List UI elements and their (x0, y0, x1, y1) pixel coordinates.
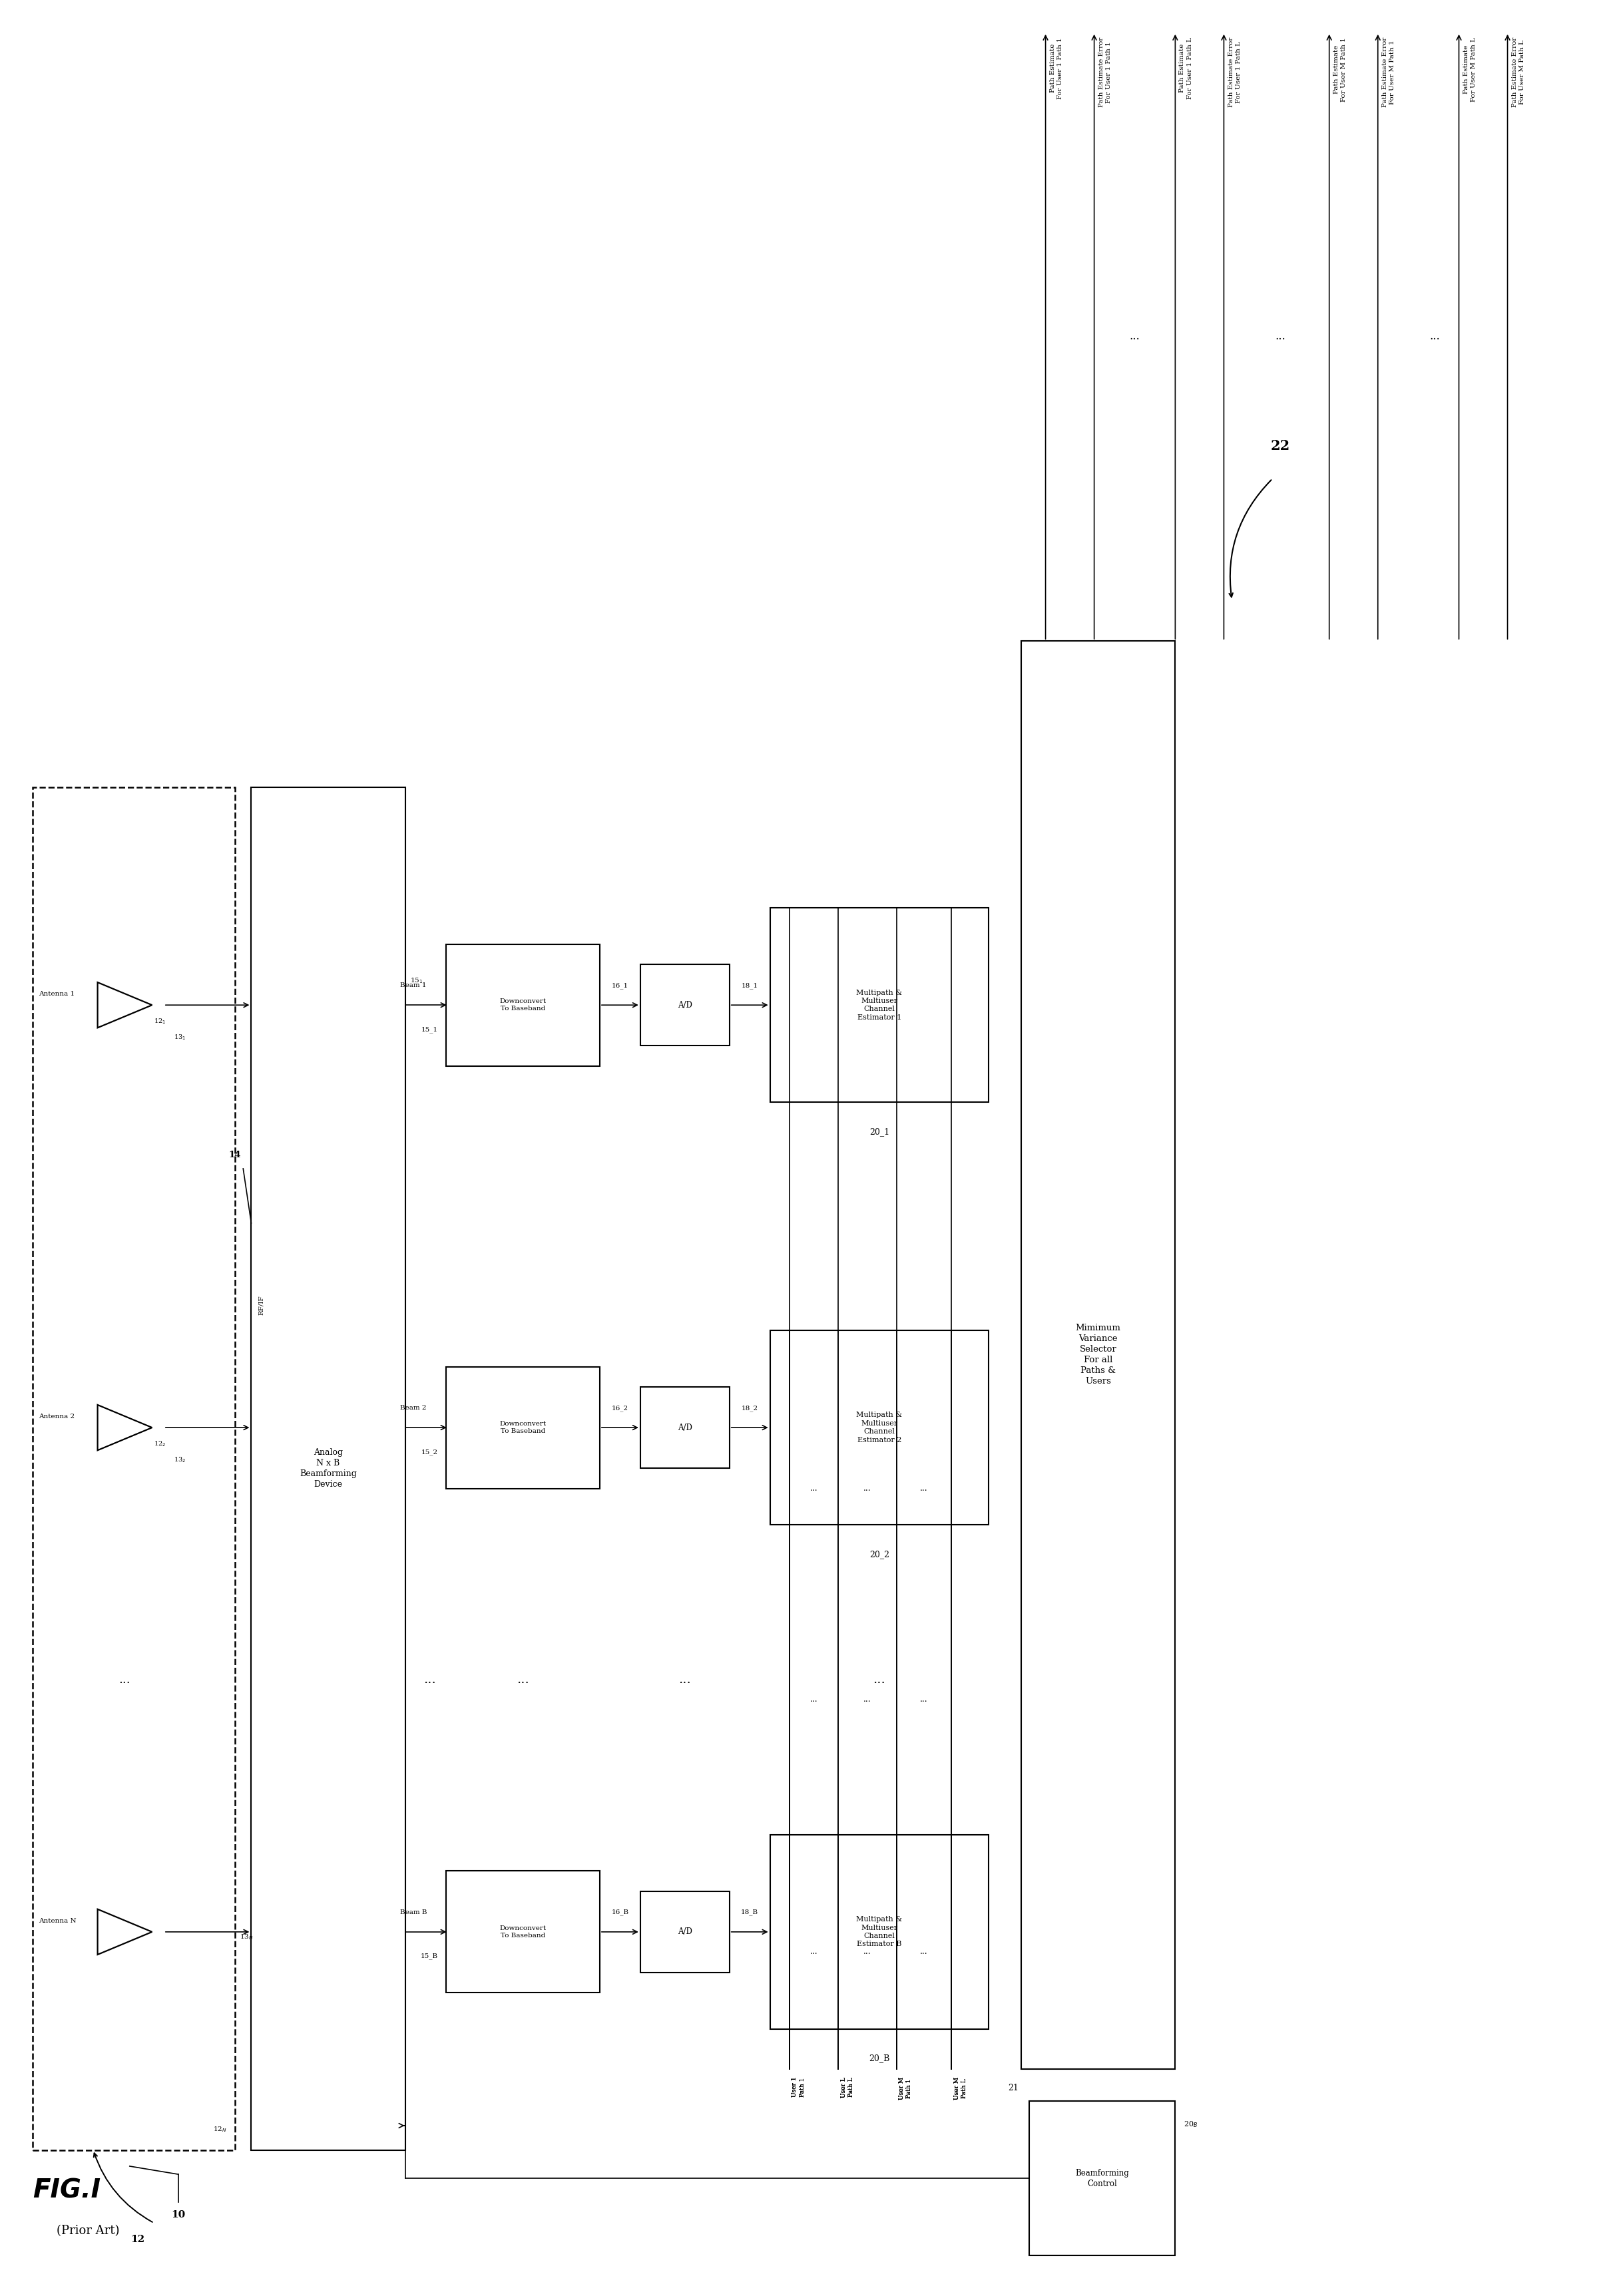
Text: Multipath &
Multiuser
Channel
Estimator 1: Multipath & Multiuser Channel Estimator … (856, 990, 903, 1022)
Text: ...: ... (810, 1694, 817, 1704)
Text: ...: ... (864, 1483, 870, 1492)
Text: Multipath &
Multiuser
Channel
Estimator 2: Multipath & Multiuser Channel Estimator … (856, 1412, 903, 1444)
Text: 13$_1$: 13$_1$ (173, 1033, 185, 1042)
Text: Path Estimate
For User 1 Path 1: Path Estimate For User 1 Path 1 (1050, 37, 1063, 99)
Text: 15$_1$: 15$_1$ (410, 976, 423, 985)
Text: ...: ... (1130, 331, 1140, 342)
Text: 20$_B$: 20$_B$ (1183, 2119, 1198, 2128)
Text: User M
Path 1: User M Path 1 (898, 2078, 913, 2099)
Text: Path Estimate
For User M Path L: Path Estimate For User M Path L (1462, 37, 1477, 101)
Text: 12$_2$: 12$_2$ (154, 1440, 165, 1449)
Text: A/D: A/D (678, 1929, 692, 1936)
FancyBboxPatch shape (770, 907, 989, 1102)
Text: User L
Path L: User L Path L (841, 2078, 854, 2099)
FancyBboxPatch shape (770, 1835, 989, 2030)
Text: 18_2: 18_2 (741, 1405, 759, 1412)
Text: User 1
Path 1: User 1 Path 1 (793, 2078, 806, 2096)
FancyBboxPatch shape (640, 1892, 729, 1972)
Text: ...: ... (921, 1483, 927, 1492)
Text: Path Estimate Error
For User M Path 1: Path Estimate Error For User M Path 1 (1381, 37, 1396, 108)
Text: 15_2: 15_2 (421, 1449, 438, 1456)
FancyBboxPatch shape (1021, 641, 1175, 2069)
Text: 16_1: 16_1 (611, 983, 629, 990)
Text: User M
Path 1: User M Path 1 (898, 2078, 913, 2099)
Text: 20_2: 20_2 (869, 1550, 890, 1559)
Text: Path Estimate
For User M Path 1: Path Estimate For User M Path 1 (1332, 37, 1347, 101)
Text: Path Estimate Error
For User 1 Path L: Path Estimate Error For User 1 Path L (1229, 37, 1242, 108)
Text: Antenna 2: Antenna 2 (39, 1414, 75, 1419)
Text: A/D: A/D (678, 1001, 692, 1010)
Text: 15_1: 15_1 (421, 1026, 438, 1033)
Text: 21: 21 (1008, 2085, 1018, 2092)
Text: Antenna N: Antenna N (39, 1917, 76, 1924)
Text: Analog
N x B
Beamforming
Device: Analog N x B Beamforming Device (300, 1449, 357, 1488)
Text: ...: ... (118, 1674, 131, 1685)
Text: User M
Path 1: User M Path 1 (898, 2078, 913, 2099)
Text: User L
Path L: User L Path L (841, 2078, 854, 2099)
Text: ...: ... (864, 1694, 870, 1704)
Text: Mimimum
Variance
Selector
For all
Paths &
Users: Mimimum Variance Selector For all Paths … (1076, 1325, 1120, 1387)
Text: 13$_N$: 13$_N$ (240, 1933, 253, 1940)
Text: User 1
Path 1: User 1 Path 1 (793, 2078, 806, 2096)
Text: Antenna 1: Antenna 1 (39, 992, 75, 996)
Text: ...: ... (1430, 331, 1439, 342)
Text: Downconvert
To Baseband: Downconvert To Baseband (499, 999, 546, 1013)
FancyBboxPatch shape (446, 944, 600, 1065)
Text: Path Estimate Error
For User M Path L: Path Estimate Error For User M Path L (1512, 37, 1525, 108)
FancyBboxPatch shape (1029, 2101, 1175, 2255)
Text: 12$_N$: 12$_N$ (214, 2126, 227, 2133)
FancyBboxPatch shape (640, 964, 729, 1045)
Text: User M
Path L: User M Path L (953, 2078, 968, 2099)
FancyBboxPatch shape (446, 1871, 600, 1993)
FancyBboxPatch shape (32, 788, 235, 2149)
Text: ...: ... (864, 1947, 870, 1956)
Text: 14: 14 (229, 1150, 242, 1159)
Text: 15_B: 15_B (421, 1954, 438, 1958)
Text: ...: ... (423, 1674, 436, 1685)
Text: 20_B: 20_B (869, 2055, 890, 2062)
FancyBboxPatch shape (770, 1329, 989, 1525)
Text: ...: ... (921, 1947, 927, 1956)
Text: Beam 2: Beam 2 (400, 1405, 426, 1412)
FancyBboxPatch shape (251, 788, 405, 2149)
Text: User L
Path L: User L Path L (841, 2078, 854, 2099)
Text: 16_B: 16_B (611, 1910, 629, 1915)
FancyBboxPatch shape (446, 1366, 600, 1488)
Text: Beam B: Beam B (400, 1910, 426, 1915)
Text: ...: ... (1276, 331, 1285, 342)
Text: ...: ... (679, 1674, 691, 1685)
Text: 18_B: 18_B (741, 1910, 759, 1915)
Text: User M
Path L: User M Path L (953, 2078, 968, 2099)
Text: Beamforming
Control: Beamforming Control (1075, 2170, 1130, 2188)
Text: 20_1: 20_1 (869, 1127, 890, 1137)
Text: ...: ... (921, 1694, 927, 1704)
Text: 22: 22 (1271, 439, 1290, 452)
Text: 13$_2$: 13$_2$ (173, 1456, 185, 1465)
Text: 16_2: 16_2 (611, 1405, 629, 1412)
Text: ...: ... (810, 1483, 817, 1492)
Text: 12$_1$: 12$_1$ (154, 1017, 165, 1026)
Text: Beam 1: Beam 1 (400, 983, 426, 990)
Text: Downconvert
To Baseband: Downconvert To Baseband (499, 1421, 546, 1435)
Text: Downconvert
To Baseband: Downconvert To Baseband (499, 1926, 546, 1938)
Text: Multipath &
Multiuser
Channel
Estimator B: Multipath & Multiuser Channel Estimator … (856, 1917, 903, 1947)
Text: 10: 10 (172, 2211, 185, 2220)
Text: User 1
Path 1: User 1 Path 1 (793, 2078, 806, 2096)
Text: ...: ... (810, 1947, 817, 1956)
Text: User M
Path L: User M Path L (953, 2078, 968, 2099)
Text: ...: ... (517, 1674, 528, 1685)
Text: A/D: A/D (678, 1424, 692, 1433)
Text: (Prior Art): (Prior Art) (57, 2225, 120, 2236)
Text: Path Estimate
For User 1 Path L: Path Estimate For User 1 Path L (1180, 37, 1193, 99)
Text: 12: 12 (131, 2234, 144, 2243)
Text: 18_1: 18_1 (741, 983, 759, 990)
Text: ...: ... (874, 1674, 885, 1685)
FancyBboxPatch shape (640, 1387, 729, 1467)
Text: FIG.I: FIG.I (32, 2179, 101, 2204)
Text: RF/IF: RF/IF (258, 1295, 264, 1316)
Text: Path Estimate Error
For User 1 Path 1: Path Estimate Error For User 1 Path 1 (1099, 37, 1112, 108)
